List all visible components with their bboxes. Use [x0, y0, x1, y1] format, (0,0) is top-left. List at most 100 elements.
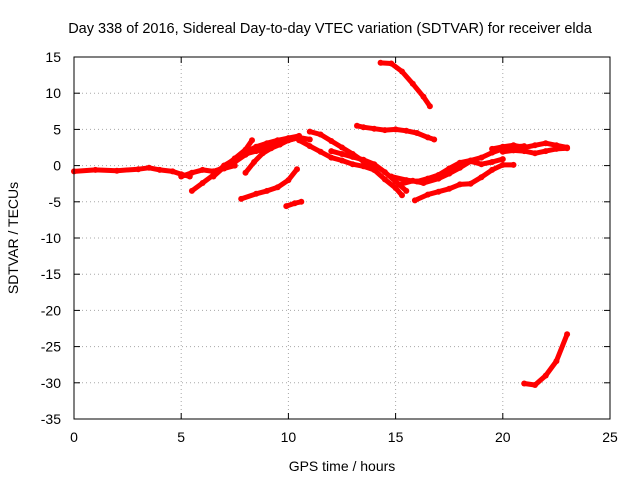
data-point	[274, 184, 281, 191]
data-point	[553, 145, 560, 152]
data-point	[489, 166, 496, 173]
data-point	[521, 148, 528, 155]
series-arc-19	[499, 145, 571, 157]
data-point	[424, 134, 431, 141]
data-point	[478, 161, 485, 168]
data-point	[403, 127, 410, 134]
data-point	[188, 169, 195, 176]
data-point	[564, 331, 571, 338]
data-point	[388, 60, 395, 67]
data-point	[199, 180, 206, 186]
data-point	[298, 198, 305, 205]
data-point	[291, 200, 298, 207]
data-point	[381, 176, 388, 183]
data-point	[268, 145, 275, 152]
data-point	[510, 142, 517, 149]
y-tick-label: 5	[53, 121, 61, 137]
data-point	[532, 382, 538, 388]
data-point	[285, 177, 292, 184]
data-point	[411, 197, 418, 204]
y-tick-label: -10	[41, 230, 61, 246]
data-point	[317, 148, 324, 155]
data-point	[392, 126, 399, 133]
plot-frame	[73, 56, 611, 420]
data-point	[489, 145, 496, 152]
data-point	[521, 380, 528, 387]
data-point	[371, 161, 378, 168]
data-point	[264, 141, 270, 148]
data-point	[306, 143, 313, 150]
data-point	[238, 195, 245, 202]
y-tick-labels: 15 10 5 0 -5 -10 -15 -20 -25 -30 -35	[41, 49, 61, 427]
data-point	[276, 141, 283, 148]
series-arc-1	[71, 164, 193, 180]
x-tick-label: 0	[70, 429, 78, 445]
y-tick-label: 15	[45, 49, 61, 65]
data-point	[264, 187, 270, 194]
data-series	[71, 59, 571, 388]
data-point	[420, 93, 427, 100]
data-point	[317, 131, 324, 138]
grid-lines	[74, 57, 610, 419]
x-tick-label: 20	[495, 429, 511, 445]
data-point	[426, 103, 433, 110]
data-point	[242, 146, 249, 153]
data-point	[349, 161, 356, 168]
data-point	[542, 148, 549, 155]
data-point	[210, 173, 217, 180]
data-point	[414, 130, 420, 136]
y-tick-label: 0	[53, 158, 61, 174]
data-point	[354, 122, 360, 129]
data-point	[306, 128, 313, 135]
data-point	[349, 153, 356, 160]
data-point	[156, 166, 163, 173]
data-point	[371, 125, 378, 132]
data-point	[296, 137, 303, 144]
data-point	[294, 166, 300, 173]
y-tick-label: -35	[41, 411, 61, 427]
y-tick-label: -20	[41, 302, 61, 318]
data-point	[478, 154, 485, 161]
data-point	[542, 372, 549, 379]
data-point	[456, 164, 463, 171]
data-point	[446, 185, 453, 192]
y-tick-label: -25	[41, 339, 61, 355]
data-point	[564, 145, 571, 152]
x-axis-label: GPS time / hours	[289, 458, 396, 474]
data-point	[542, 140, 549, 147]
x-tick-label: 5	[177, 429, 185, 445]
series-arc-20	[521, 331, 571, 388]
data-point	[435, 175, 442, 182]
data-point	[231, 155, 238, 162]
series-arc-17	[411, 161, 517, 204]
data-point	[188, 187, 195, 194]
x-tick-labels: 0 5 10 15 20 25	[70, 429, 618, 445]
data-point	[199, 166, 206, 173]
data-point	[435, 188, 442, 195]
data-point	[420, 180, 427, 186]
data-point	[467, 180, 474, 187]
data-point	[510, 161, 517, 168]
data-point	[328, 154, 335, 161]
data-point	[259, 150, 266, 157]
series-arc-13	[354, 122, 438, 143]
data-point	[553, 358, 560, 365]
data-point	[510, 147, 517, 154]
data-point	[146, 164, 152, 171]
data-point	[360, 124, 367, 131]
data-point	[283, 203, 290, 210]
data-point	[249, 137, 255, 144]
data-point	[456, 181, 463, 188]
data-point	[532, 150, 538, 157]
data-point	[499, 143, 506, 150]
data-point	[328, 138, 335, 144]
data-point	[396, 181, 403, 188]
series-arc-7	[242, 135, 300, 176]
data-point	[409, 177, 416, 184]
series-arc-16	[396, 156, 506, 188]
data-point	[467, 158, 474, 165]
data-point	[339, 144, 345, 151]
data-point	[381, 127, 388, 134]
